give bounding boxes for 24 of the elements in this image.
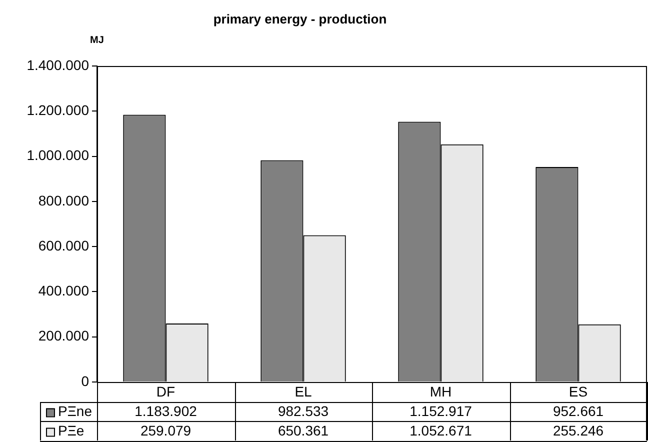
data-label: 982.533 (278, 403, 329, 420)
y-tick-label: 800.000 (38, 192, 90, 208)
y-tick-label: 0 (81, 372, 90, 389)
chart-title: primary energy - production (213, 12, 387, 27)
data-label: 255.246 (552, 422, 604, 439)
data-label: 952.661 (552, 403, 604, 420)
data-label: 1.183.902 (134, 403, 198, 420)
x-tick-label: ES (568, 384, 588, 400)
data-label: 1.152.917 (410, 403, 472, 420)
x-tick-label: DF (156, 384, 176, 400)
y-tick-label: 1.000.000 (26, 147, 90, 164)
x-tick-label: MH (430, 384, 452, 400)
y-tick-label: 600.000 (38, 237, 90, 254)
y-tick-label: 200.000 (38, 328, 90, 344)
y-axis-title: MJ (90, 34, 104, 46)
data-label: 259.079 (140, 422, 192, 439)
legend-label: PΞne (58, 403, 92, 420)
data-label: 650.361 (278, 422, 329, 439)
x-tick-label: EL (294, 384, 312, 400)
y-tick-label: 1.400.000 (26, 56, 90, 73)
data-label: 1.052.671 (410, 422, 472, 439)
y-tick-label: 400.000 (38, 282, 90, 299)
legend-label: PΞe (58, 422, 84, 439)
y-tick-label: 1.200.000 (26, 102, 90, 118)
